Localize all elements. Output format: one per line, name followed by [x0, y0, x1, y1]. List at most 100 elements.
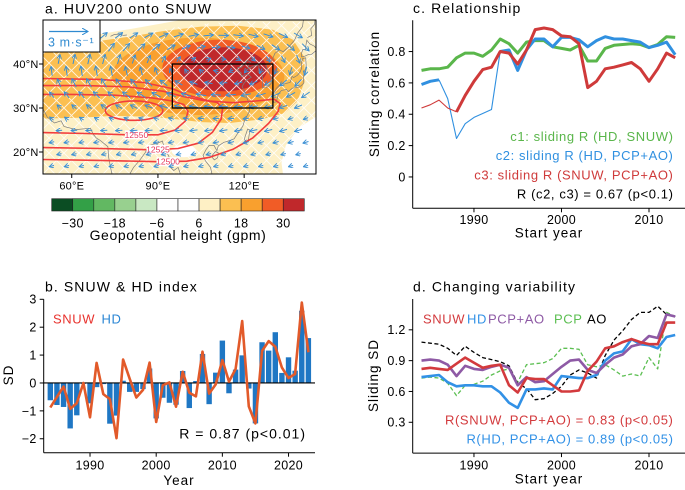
wind-vector — [185, 69, 188, 73]
wind-vector — [211, 47, 221, 48]
wind-vector — [109, 118, 114, 120]
panel-c-line-chart: c. Relationship 0.8 0.6 0.4 0.2 0 1990 2000 201… — [367, 0, 685, 241]
colorbar-title: Geopotential height (gpm) — [90, 227, 267, 243]
wind-vector — [155, 67, 157, 75]
wind-vector — [181, 93, 192, 96]
wind-vector — [161, 154, 167, 155]
panel-b-title: b. SNUW & HD index — [45, 279, 198, 295]
wind-vector — [114, 33, 122, 39]
wind-vector — [235, 82, 243, 84]
series-line-ao — [421, 305, 676, 401]
contour-label-background — [156, 157, 180, 167]
wind-vector — [303, 118, 308, 120]
wind-vector — [79, 92, 85, 99]
wind-vector — [249, 130, 258, 132]
series-line-pcp-plus-ao — [421, 313, 676, 387]
wind-vector — [206, 58, 211, 60]
contour-label-background — [146, 144, 170, 154]
wind-vector — [145, 80, 153, 87]
colorbar-swatch — [51, 198, 74, 212]
wind-vector — [173, 34, 184, 37]
wind-vector — [152, 44, 160, 51]
wind-vector — [175, 81, 183, 86]
wind-vector — [64, 142, 70, 143]
wind-vector — [192, 58, 196, 61]
wind-vector — [236, 58, 240, 61]
x-axis-label: Start year — [515, 472, 584, 487]
y-axis-label: Sliding SD — [366, 339, 381, 412]
wind-vector — [293, 32, 302, 38]
wind-vector — [122, 44, 130, 52]
wind-vector — [130, 105, 138, 109]
wind-vector — [81, 66, 83, 77]
hd-bar — [186, 382, 192, 409]
wind-vector — [214, 165, 219, 166]
colorbar-swatch — [114, 198, 137, 212]
wind-vector — [226, 47, 236, 48]
panel-b-bar-chart: b. SNUW & HD index 3 2 1 0 −1 −2 1990 2000 2010 2… — [1, 279, 315, 488]
wind-vector — [191, 154, 197, 155]
reference-vector-legend: 3 m·s⁻¹ — [42, 19, 101, 53]
hd-bar — [60, 382, 67, 407]
wind-vector — [273, 142, 279, 144]
wind-vector — [49, 165, 54, 166]
lat-tick-label: 20°N — [13, 147, 38, 159]
y-tick-label: 0.4 — [387, 108, 405, 122]
wind-vector — [131, 79, 138, 88]
panel-a-map: a. HUV200 onto SNUW 12550 12525 12500 3 m·s… — [13, 1, 317, 243]
wind-vector — [129, 33, 138, 39]
x-tick-label: 2000 — [547, 213, 576, 227]
wind-vector — [87, 154, 92, 155]
wind-vector — [288, 142, 294, 144]
wind-vector — [86, 105, 92, 109]
wind-vector — [153, 142, 160, 143]
wind-vector — [196, 46, 206, 48]
wind-vector — [273, 118, 279, 119]
wind-vector — [57, 105, 61, 109]
legend-c3: c3: sliding R (SNUW, PCP+AO) — [474, 168, 673, 183]
y-tick-label: −2 — [22, 432, 37, 446]
wind-vector — [160, 130, 168, 131]
wind-vector — [282, 55, 285, 63]
colorbar-swatch — [240, 198, 263, 212]
wind-vector — [243, 118, 249, 119]
wind-vector — [175, 130, 183, 131]
wind-vector — [137, 92, 146, 98]
colorbar-swatch — [219, 198, 242, 212]
wind-vector — [275, 67, 278, 74]
wind-vector — [115, 130, 123, 131]
panel-d-title: d. Changing variability — [413, 279, 576, 295]
wind-vector — [251, 154, 257, 155]
colorbar-tick-label: 30 — [276, 217, 291, 231]
hd-bar — [100, 382, 106, 385]
wind-vector — [234, 106, 243, 107]
wind-vector — [116, 79, 123, 88]
wind-vector — [189, 106, 198, 107]
colorbar-swatch — [72, 198, 95, 212]
y-tick-label: −1 — [22, 404, 37, 418]
wind-vector — [145, 105, 153, 108]
legend-snuw: SNUW — [423, 312, 465, 327]
y-tick-label: 1.2 — [387, 323, 405, 337]
wind-vector — [147, 55, 150, 64]
hd-bar — [87, 382, 93, 404]
wind-vector — [108, 92, 116, 99]
map-field: 12550 12525 12500 — [43, 20, 316, 174]
wind-vector — [281, 154, 286, 155]
hd-bar — [213, 372, 219, 383]
wind-vector — [103, 54, 106, 65]
wind-vector — [101, 79, 108, 88]
snuw-line — [49, 301, 310, 440]
hd-bar — [173, 382, 179, 405]
x-tick-label: 2020 — [274, 459, 303, 473]
wind-vector — [160, 105, 168, 108]
wind-vector — [271, 44, 280, 50]
wind-vector — [301, 43, 309, 51]
legend-pcp-plus-ao: PCP+AO — [488, 312, 545, 327]
x-tick-label: 2010 — [634, 459, 663, 473]
wind-vector — [79, 165, 84, 166]
wind-vector — [176, 154, 182, 155]
wind-vector — [167, 93, 176, 98]
wind-vector — [96, 66, 98, 77]
